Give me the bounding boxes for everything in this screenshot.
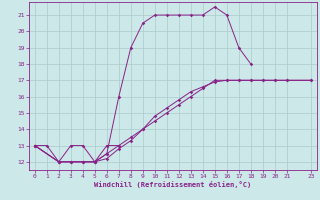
X-axis label: Windchill (Refroidissement éolien,°C): Windchill (Refroidissement éolien,°C)	[94, 181, 252, 188]
